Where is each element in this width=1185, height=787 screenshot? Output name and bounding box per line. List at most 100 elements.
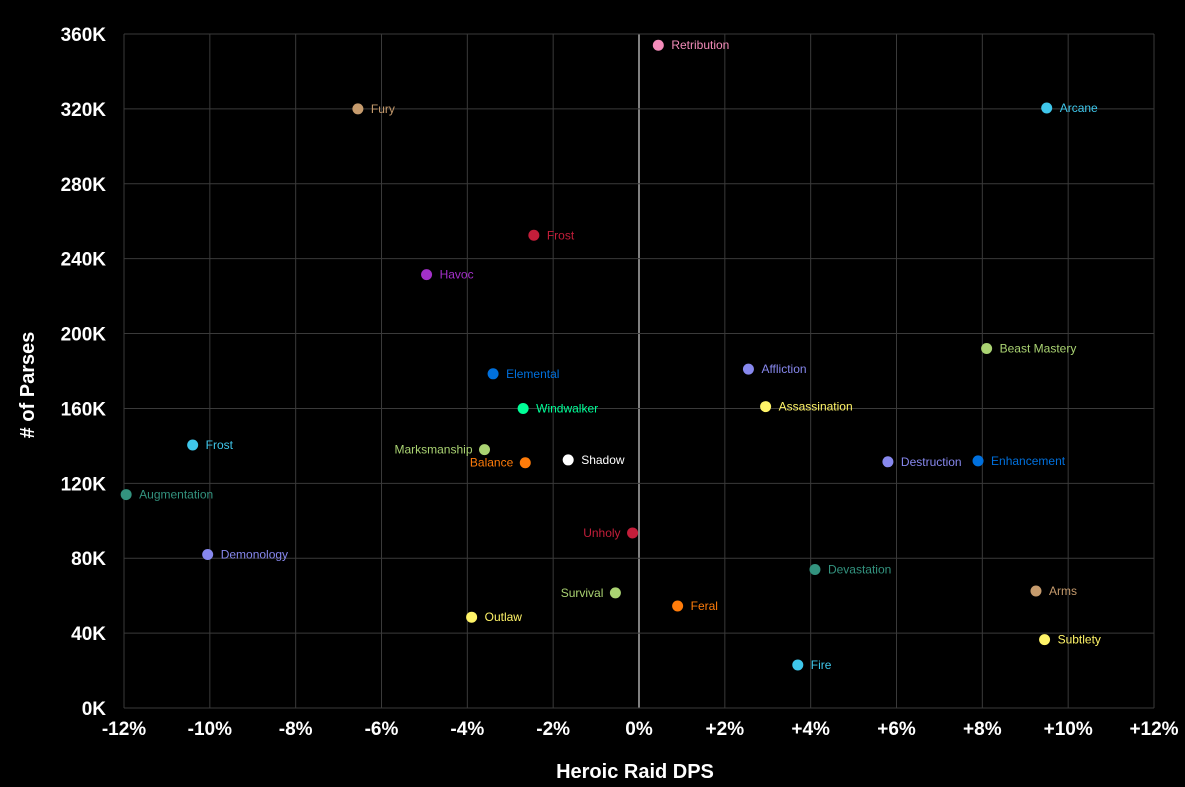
data-point-label: Windwalker xyxy=(536,401,598,415)
data-point-label: Balance xyxy=(470,456,514,470)
data-point-label: Feral xyxy=(691,599,718,613)
x-tick-label: +12% xyxy=(1129,719,1178,740)
y-axis-title: # of Parses xyxy=(17,332,39,439)
data-point-label: Arcane xyxy=(1060,101,1098,115)
data-point-marker xyxy=(882,456,894,468)
data-point-label: Unholy xyxy=(583,526,620,540)
x-tick-label: +2% xyxy=(706,719,745,740)
data-point-marker xyxy=(187,439,199,451)
data-point-marker xyxy=(652,39,664,51)
data-point: Destruction xyxy=(882,455,962,469)
data-point-label: Devastation xyxy=(828,562,891,576)
data-point-marker xyxy=(742,363,754,375)
y-tick-label: 240K xyxy=(61,250,107,271)
data-point-label: Retribution xyxy=(671,38,729,52)
data-point: Beast Mastery xyxy=(981,342,1076,356)
x-tick-label: +10% xyxy=(1044,719,1093,740)
y-tick-label: 200K xyxy=(61,325,107,346)
data-point: Subtlety xyxy=(1039,633,1101,647)
y-tick-label: 40K xyxy=(71,624,106,645)
data-point: Arms xyxy=(1030,584,1077,598)
data-point-marker xyxy=(466,611,478,623)
data-point: Elemental xyxy=(487,367,559,381)
data-points: Retribution Fury Arcane Frost Havoc Beast Mas… xyxy=(120,38,1101,672)
data-point: Marksmanship xyxy=(394,443,490,457)
data-point-label: Elemental xyxy=(506,367,559,381)
data-point: Demonology xyxy=(202,547,288,561)
data-point: Feral xyxy=(672,599,718,613)
x-tick-label: -2% xyxy=(536,719,570,740)
data-point: Frost xyxy=(528,228,575,242)
y-tick-label: 360K xyxy=(61,25,107,46)
data-point: Havoc xyxy=(421,268,474,282)
data-point-label: Havoc xyxy=(440,268,474,282)
x-tick-label: -12% xyxy=(102,719,146,740)
data-point-marker xyxy=(760,401,772,413)
data-point-marker xyxy=(120,489,132,501)
data-point-marker xyxy=(672,600,684,612)
data-point: Retribution xyxy=(652,38,729,52)
data-point-marker xyxy=(479,444,490,456)
x-tick-label: +6% xyxy=(877,719,916,740)
data-point: Frost xyxy=(187,438,234,452)
x-tick-label: -6% xyxy=(365,719,399,740)
data-point-marker xyxy=(528,229,540,241)
data-point-marker xyxy=(1039,634,1051,646)
data-point-label: Survival xyxy=(561,586,604,600)
data-point-marker xyxy=(972,455,984,467)
data-point: Devastation xyxy=(809,562,891,576)
data-point-marker xyxy=(1030,585,1042,597)
data-point-label: Demonology xyxy=(221,547,288,561)
data-point-label: Enhancement xyxy=(991,454,1066,468)
data-point-marker xyxy=(487,368,499,380)
data-point: Survival xyxy=(561,586,621,600)
data-point-label: Marksmanship xyxy=(394,443,472,457)
data-point-marker xyxy=(609,587,621,599)
data-point-label: Fury xyxy=(371,102,395,116)
grid xyxy=(123,33,1155,709)
data-point-label: Outlaw xyxy=(485,610,523,624)
data-point: Augmentation xyxy=(120,488,213,502)
data-point-marker xyxy=(627,527,639,539)
x-axis-title: Heroic Raid DPS xyxy=(556,761,714,783)
data-point: Assassination xyxy=(760,400,853,414)
data-point-marker xyxy=(562,454,574,466)
y-tick-label: 120K xyxy=(61,474,107,495)
data-point: Affliction xyxy=(742,362,807,376)
x-tick-label: 0% xyxy=(625,719,653,740)
data-point: Balance xyxy=(470,456,531,470)
data-point-marker xyxy=(202,548,214,560)
y-tick-label: 160K xyxy=(61,399,107,420)
data-point: Arcane xyxy=(1041,101,1098,115)
data-point-label: Beast Mastery xyxy=(1000,342,1077,356)
data-point-label: Affliction xyxy=(761,362,806,376)
x-axis-ticks: -12% -10% -8% -6% -4% -2% 0% +2% +4% +6% +8% +10% +1… xyxy=(102,719,1179,740)
y-tick-label: 280K xyxy=(61,175,107,196)
x-tick-label: -8% xyxy=(279,719,313,740)
data-point-label: Fire xyxy=(811,658,832,672)
y-tick-label: 320K xyxy=(61,100,107,121)
data-point-label: Assassination xyxy=(779,400,853,414)
y-tick-label: 80K xyxy=(71,549,106,570)
data-point-marker xyxy=(809,563,821,575)
data-point: Outlaw xyxy=(466,610,522,624)
data-point: Unholy xyxy=(583,526,639,540)
data-point: Windwalker xyxy=(517,401,598,415)
data-point-label: Arms xyxy=(1049,584,1077,598)
data-point-label: Shadow xyxy=(581,453,625,467)
data-point-label: Frost xyxy=(547,228,575,242)
data-point-label: Subtlety xyxy=(1058,633,1101,647)
data-point-label: Destruction xyxy=(901,455,962,469)
data-point-marker xyxy=(981,343,993,355)
data-point-marker xyxy=(421,269,433,281)
y-axis-ticks: 0K 40K 80K 120K 160K 200K 240K 280K 320K 360K xyxy=(61,25,107,720)
data-point: Fire xyxy=(792,658,832,672)
data-point-label: Augmentation xyxy=(139,488,213,502)
y-tick-label: 0K xyxy=(82,699,107,720)
data-point-marker xyxy=(519,457,531,469)
data-point-marker xyxy=(792,659,804,671)
data-point-marker xyxy=(517,402,529,414)
data-point: Fury xyxy=(352,102,395,116)
data-point: Enhancement xyxy=(972,454,1066,468)
